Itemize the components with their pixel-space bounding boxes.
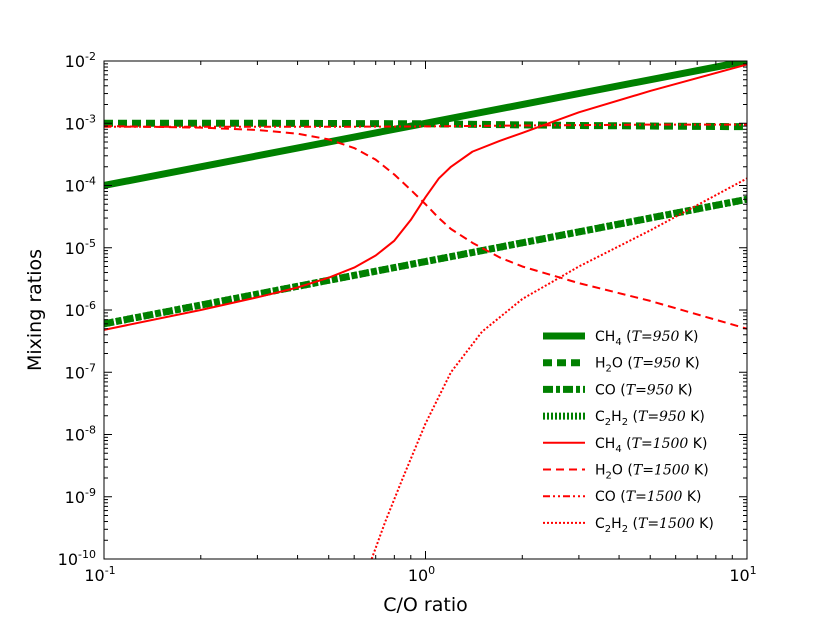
legend-label: C2H2 (T=1500 K) [595,516,714,535]
y-tick-label: 10-10 [58,548,96,569]
y-tick-label: 10-3 [65,112,96,133]
legend: CH4 (T=950 K) H2O (T=950 K) CO (T=950 K) C2… [543,329,714,535]
series-line-5 [104,125,747,330]
x-axis-title: C/O ratio [383,594,467,616]
y-tick-label: 10-4 [65,175,96,196]
series-layer [104,61,747,559]
y-tick-label: 10-5 [65,237,96,258]
legend-label: CH4 (T=1500 K) [595,436,707,455]
series-line-7 [370,177,747,559]
series-line-6 [104,123,747,128]
legend-label: C2H2 (T=950 K) [595,409,705,428]
x-tick-label: 101 [729,564,756,585]
legend-label: CO (T=1500 K) [595,489,702,505]
ticks-layer [103,60,748,560]
plot-frame [103,60,748,560]
tick-labels: 10-1 100 101 10-10 10-9 10-8 10-7 10-6 10-5 10-4 1… [58,50,757,585]
x-tick-label: 10-1 [84,564,115,585]
y-tick-label: 10-2 [65,50,96,71]
y-tick-label: 10-6 [65,299,96,320]
series-line-0 [104,61,747,189]
series-line-4 [104,63,747,331]
x-tick-label: 100 [408,564,435,585]
legend-label: CO (T=950 K) [595,382,693,398]
y-tick-label: 10-7 [65,361,96,382]
y-tick-label: 10-8 [65,424,96,445]
y-axis-title: Mixing ratios [24,249,46,371]
series-line-3 [104,195,747,328]
legend-label: H2O (T=950 K) [595,356,700,375]
legend-label: CH4 (T=950 K) [595,329,699,348]
y-tick-label: 10-9 [65,486,96,507]
legend-label: H2O (T=1500 K) [595,463,709,482]
series-line-1 [104,119,747,131]
